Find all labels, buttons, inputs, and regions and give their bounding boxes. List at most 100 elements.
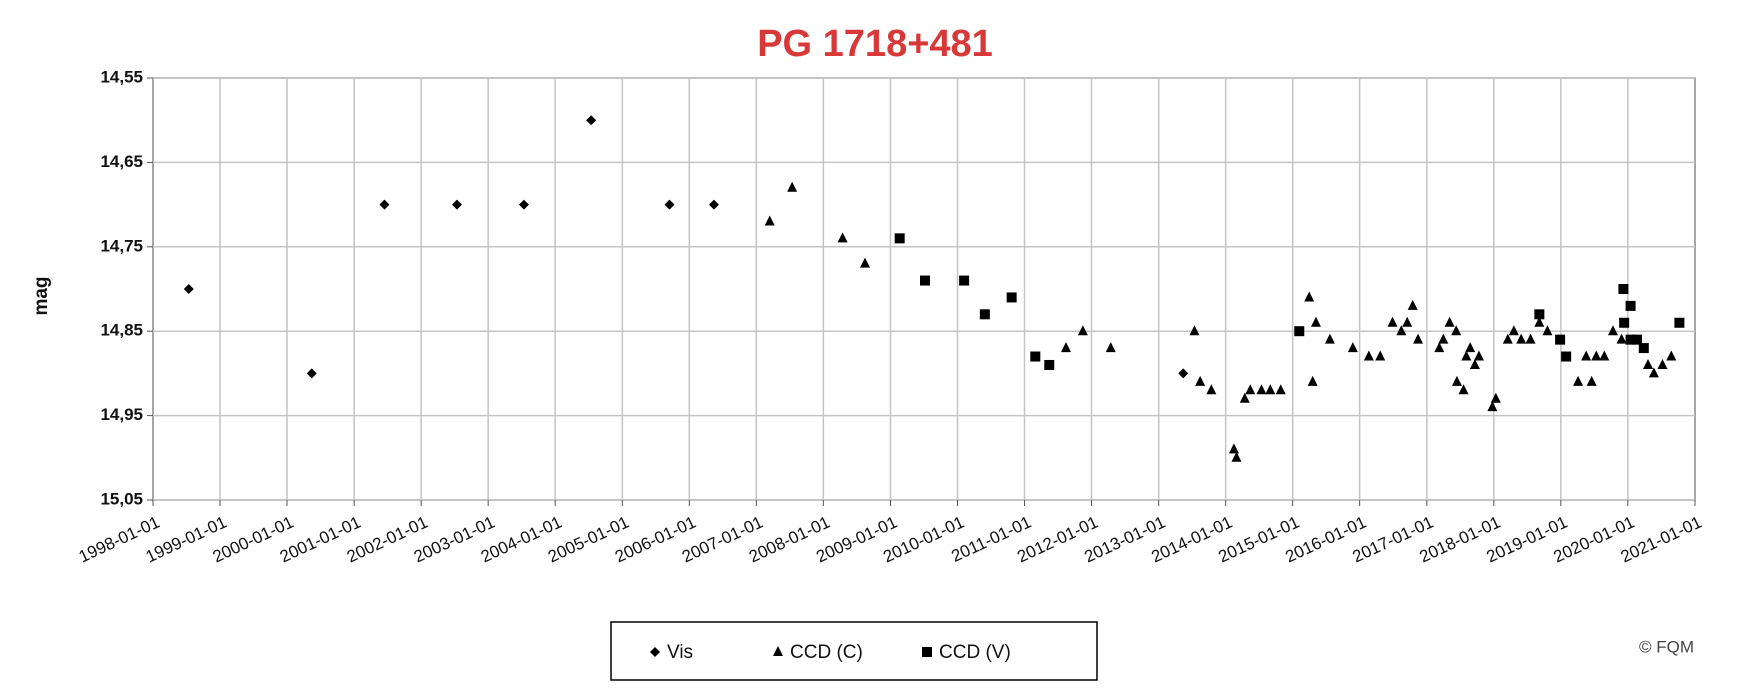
triangle-marker: [1265, 384, 1276, 395]
square-marker: [1619, 317, 1630, 328]
triangle-marker: [1402, 316, 1413, 327]
triangle-marker: [1469, 358, 1480, 369]
triangle-marker: [1473, 350, 1484, 361]
square-marker: [1631, 334, 1642, 345]
legend-label: CCD (V): [939, 642, 1011, 663]
square-marker: [1674, 317, 1685, 328]
triangle-marker: [1502, 333, 1513, 344]
square-marker: [1555, 334, 1566, 345]
square-marker: [1294, 326, 1305, 337]
y-tick-label: 15,05: [100, 489, 143, 508]
credit: © FQM: [1639, 637, 1694, 656]
square-marker: [894, 233, 905, 244]
diamond-marker: [518, 199, 529, 210]
triangle-marker: [1396, 325, 1407, 336]
y-tick-label: 14,85: [100, 321, 143, 340]
triangle-marker: [1438, 333, 1449, 344]
triangle-marker: [1077, 325, 1088, 336]
triangle-marker: [1487, 401, 1498, 412]
triangle-marker: [1275, 384, 1286, 395]
triangle-marker: [1461, 350, 1472, 361]
triangle-marker: [837, 232, 848, 243]
diamond-marker: [451, 199, 462, 210]
triangle-marker: [1363, 350, 1374, 361]
diamond-marker: [183, 284, 194, 294]
diamond-marker: [650, 647, 660, 657]
legend-label: CCD (C): [790, 642, 863, 663]
triangle-marker: [1195, 375, 1206, 386]
triangle-marker: [1256, 384, 1267, 395]
diamond-marker: [586, 115, 597, 126]
triangle-marker: [1516, 333, 1527, 344]
triangle-marker: [773, 646, 783, 656]
triangle-marker: [1307, 375, 1318, 386]
triangle-marker: [787, 181, 798, 192]
triangle-marker: [1465, 342, 1476, 353]
triangle-marker: [1534, 316, 1545, 327]
triangle-marker: [1413, 333, 1424, 344]
diamond-marker: [306, 368, 317, 379]
triangle-marker: [1586, 375, 1597, 386]
triangle-marker: [1542, 325, 1553, 336]
square-marker: [959, 275, 970, 286]
square-marker: [920, 275, 931, 286]
triangle-marker: [764, 215, 775, 226]
triangle-marker: [1310, 316, 1321, 327]
square-marker: [1006, 292, 1017, 303]
triangle-marker: [1666, 350, 1677, 361]
triangle-marker: [1105, 342, 1116, 353]
triangle-marker: [1657, 358, 1668, 369]
triangle-marker: [1451, 325, 1462, 336]
triangle-marker: [1581, 350, 1592, 361]
triangle-marker: [1490, 392, 1501, 403]
triangle-marker: [1245, 384, 1256, 395]
square-marker: [1618, 284, 1629, 294]
legend: Vis CCD (C) CCD (V): [610, 621, 1098, 681]
triangle-marker: [1375, 350, 1386, 361]
square-marker: [1625, 334, 1636, 345]
triangle-marker: [1228, 443, 1239, 454]
triangle-marker: [1324, 333, 1335, 344]
triangle-marker: [1206, 384, 1217, 395]
y-tick-label: 14,65: [100, 152, 143, 171]
triangle-marker: [1231, 451, 1242, 462]
triangle-marker: [1599, 350, 1610, 361]
chart-title: PG 1718+481: [757, 23, 993, 65]
diamond-marker: [664, 199, 675, 210]
triangle-marker: [1304, 291, 1315, 302]
square-marker: [1625, 300, 1636, 311]
square-marker: [979, 309, 990, 320]
square-marker: [1561, 351, 1572, 362]
triangle-marker: [1643, 358, 1654, 369]
square-marker: [1044, 359, 1055, 370]
square-marker: [1638, 343, 1649, 354]
diamond-marker: [379, 199, 390, 210]
square-marker: [1534, 309, 1545, 320]
legend-box: [610, 621, 1098, 681]
diamond-marker: [708, 199, 719, 210]
triangle-marker: [859, 257, 870, 268]
triangle-marker: [1347, 342, 1358, 353]
triangle-marker: [1060, 342, 1071, 353]
y-tick-label: 14,55: [100, 67, 143, 86]
plot-area: [152, 77, 1696, 501]
triangle-marker: [1525, 333, 1536, 344]
triangle-marker: [1387, 316, 1398, 327]
y-tick-label: 14,95: [100, 405, 143, 424]
triangle-marker: [1444, 316, 1455, 327]
triangle-marker: [1239, 392, 1250, 403]
triangle-marker: [1451, 375, 1462, 386]
triangle-marker: [1648, 367, 1659, 378]
triangle-marker: [1434, 342, 1445, 353]
y-tick-label: 14,75: [100, 236, 143, 255]
triangle-marker: [1508, 325, 1519, 336]
triangle-marker: [1189, 325, 1200, 336]
triangle-marker: [1607, 325, 1618, 336]
square-marker: [922, 647, 932, 657]
triangle-marker: [1616, 333, 1627, 344]
diamond-marker: [1178, 368, 1189, 379]
triangle-marker: [1573, 375, 1584, 386]
triangle-marker: [1591, 350, 1602, 361]
triangle-marker: [1407, 299, 1418, 310]
